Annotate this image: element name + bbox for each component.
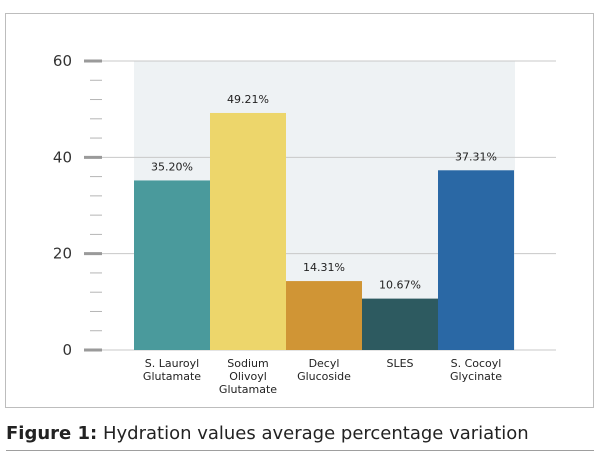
x-tick-label: Olivoyl — [229, 370, 267, 383]
data-label: 49.21% — [227, 93, 269, 106]
y-tick-label: 40 — [53, 148, 72, 166]
bar — [286, 281, 362, 350]
bar — [438, 170, 514, 350]
y-tick-label: 20 — [53, 245, 72, 263]
chart-frame: 0 20 40 60 35.20% S. Lauroyl Glutamate 49.21% So… — [5, 13, 594, 408]
data-label: 35.20% — [151, 160, 193, 173]
x-tick-label: Sodium — [227, 357, 268, 370]
caption-label: Figure 1: — [6, 423, 98, 444]
caption-rule — [6, 450, 594, 451]
x-tick-label: Decyl — [309, 357, 340, 370]
data-label: 14.31% — [303, 261, 345, 274]
figure-caption: Figure 1: Hydration values average perce… — [6, 423, 529, 444]
bar — [362, 298, 438, 350]
y-tick-label: 0 — [62, 341, 72, 359]
x-tick-label: Glucoside — [297, 370, 351, 383]
bar — [134, 180, 210, 350]
data-label: 37.31% — [455, 150, 497, 163]
x-tick-label: Glutamate — [143, 370, 201, 383]
data-label: 10.67% — [379, 279, 421, 292]
bar — [210, 112, 286, 350]
x-tick-label: Glycinate — [450, 370, 502, 383]
x-tick-label: SLES — [386, 357, 413, 370]
y-tick-label: 60 — [53, 52, 72, 70]
x-tick-label: Glutamate — [219, 383, 277, 396]
x-tick-label: S. Cocoyl — [451, 357, 502, 370]
x-tick-label: S. Lauroyl — [145, 357, 199, 370]
caption-text: Hydration values average percentage vari… — [97, 423, 529, 444]
